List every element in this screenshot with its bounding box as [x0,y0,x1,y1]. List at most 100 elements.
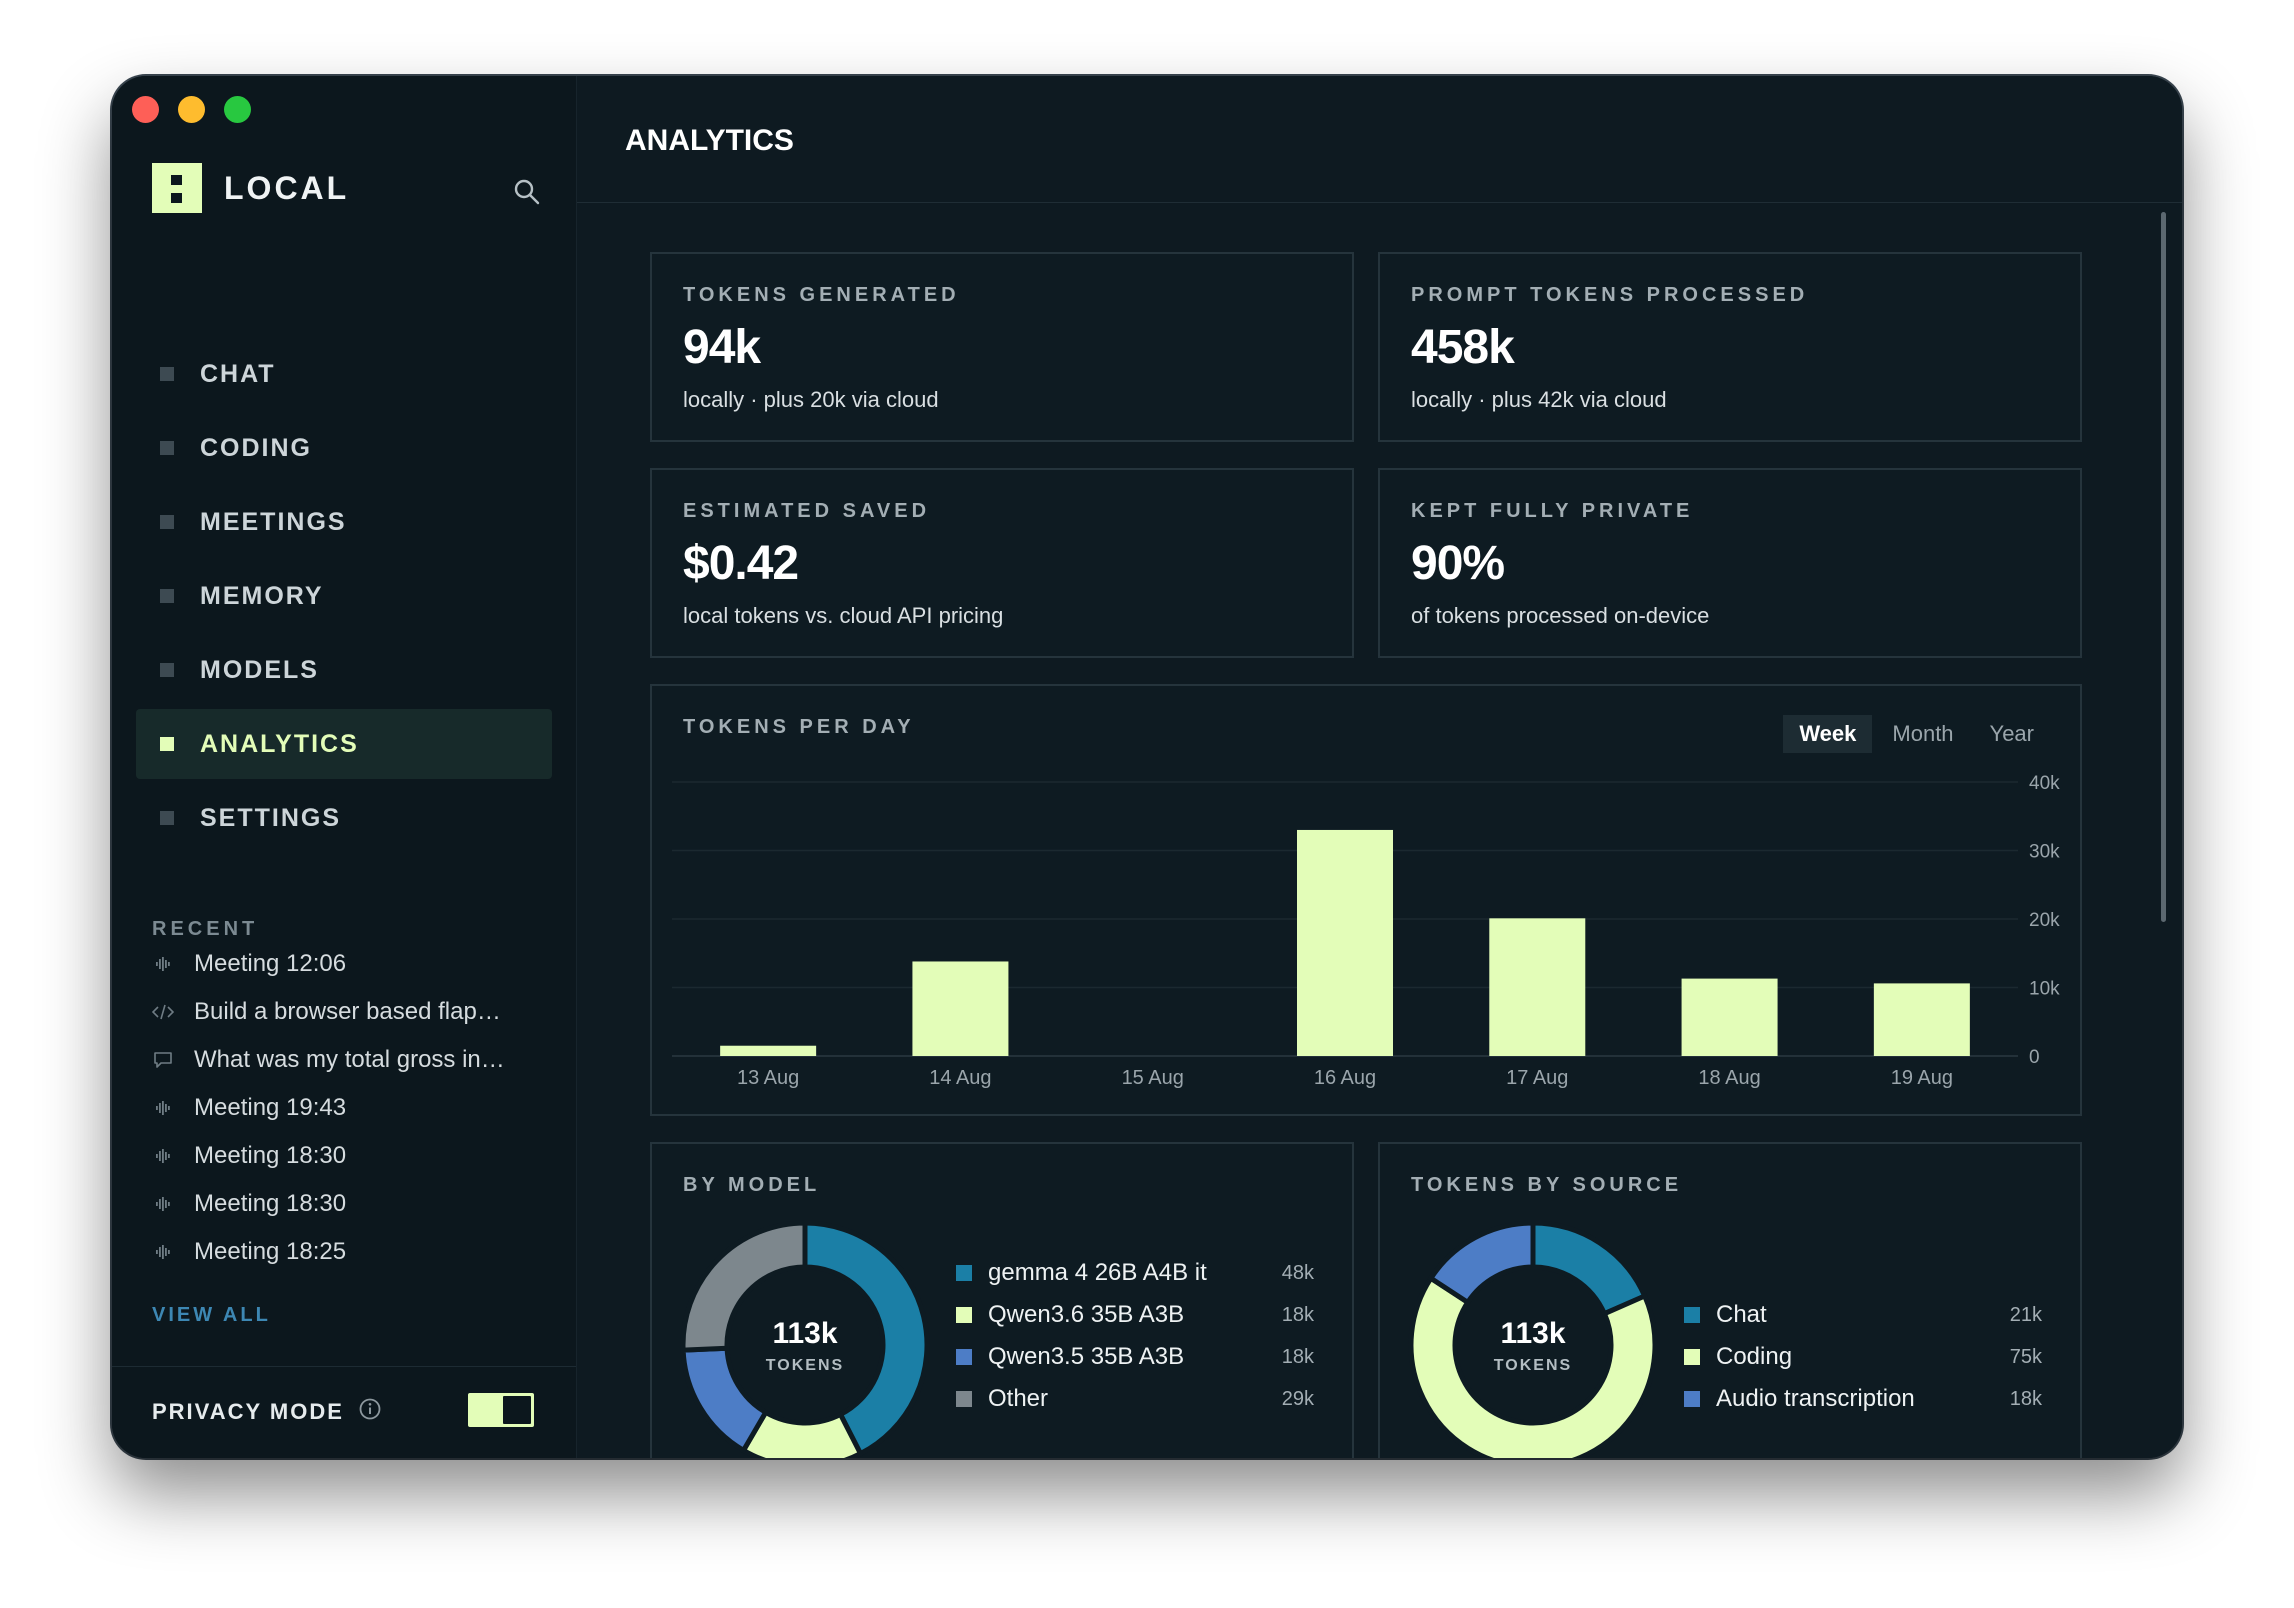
page-title: ANALYTICS [625,124,794,157]
donut-total-value: 113k [772,1317,838,1350]
tokens-per-day-chart: 40k 30k 20k 10k 0 13 Aug 14 Aug 15 Aug 16 Aug 17 … [672,773,2060,1089]
recent-item-label: Meeting 19:43 [194,1094,347,1121]
recent-item-label: Meeting 12:06 [194,950,347,977]
legend-swatch [956,1391,972,1407]
legend-name: Qwen3.5 35B A3B [988,1343,1185,1370]
nav-item-label: MEETINGS [200,507,347,536]
recent-item-label: Meeting 18:30 [194,1142,347,1169]
nav-item-meetings[interactable]: MEETINGS [136,487,552,557]
bar-18-aug[interactable] [1681,978,1778,1056]
legend-item: gemma 4 26B A4B it 48k [956,1252,1314,1294]
range-tab-month[interactable]: Month [1892,721,1954,746]
brand-name: LOCAL [224,169,350,206]
nav-item-models[interactable]: MODELS [136,635,552,705]
nav-square-icon [160,367,174,381]
legend-value: 29k [1281,1387,1314,1410]
stat-subtitle: locally · plus 20k via cloud [683,387,939,412]
bar-14-aug[interactable] [912,961,1009,1056]
recent-item[interactable]: Meeting 18:30 [152,1132,552,1180]
card-label: ESTIMATED SAVED [683,500,931,522]
page-header: ANALYTICS [577,76,2182,203]
donut-slice[interactable] [680,1220,808,1353]
recent-item[interactable]: What was my total gross in… [152,1036,552,1084]
nav-square-icon [160,589,174,603]
main-content: ANALYTICS TOKENS GENERATED 94k locally ·… [577,76,2182,1458]
info-icon[interactable] [358,1397,382,1421]
range-tabs: Week Month Year [1779,715,2050,753]
nav-item-label: SETTINGS [200,803,342,832]
donut-slice[interactable] [1427,1220,1536,1306]
bar-19-aug[interactable] [1873,983,1970,1056]
legend-item: Other 29k [956,1378,1314,1420]
nav-item-label: ANALYTICS [200,729,359,758]
range-tab-week[interactable]: Week [1783,715,1873,753]
waveform-icon [152,1193,174,1215]
nav-item-analytics[interactable]: ANALYTICS [136,709,552,779]
y-tick-label: 40k [2029,773,2060,794]
legend-name: Other [988,1385,1049,1412]
legend-name: Qwen3.6 35B A3B [988,1301,1185,1328]
legend-item: Coding 75k [1684,1336,2042,1378]
card-label: BY MODEL [683,1174,821,1196]
donut-total-label: TOKENS [1493,1357,1573,1374]
privacy-mode-toggle[interactable] [468,1393,534,1427]
nav-item-memory[interactable]: MEMORY [136,561,552,631]
bar-13-aug[interactable] [720,1045,817,1056]
x-tick-label: 19 Aug [1891,1067,1953,1089]
recent-item[interactable]: Meeting 19:43 [152,1084,552,1132]
y-tick-label: 0 [2029,1047,2040,1068]
y-tick-label: 30k [2029,842,2060,863]
nav-square-icon [160,737,174,751]
legend-name: Audio transcription [1716,1385,1915,1412]
nav-item-settings[interactable]: SETTINGS [136,783,552,853]
scrollbar[interactable] [2161,212,2166,922]
recent-item-label: Meeting 18:30 [194,1190,347,1217]
bar-16-aug[interactable] [1297,829,1393,1056]
by-source-donut-chart [1408,1220,1658,1458]
recent-item[interactable]: Build a browser based flap… [152,988,552,1036]
recent-item[interactable]: Meeting 18:25 [152,1228,552,1276]
window-controls [132,96,251,123]
donut-slice[interactable] [1408,1274,1658,1458]
maximize-window-button[interactable] [224,96,251,123]
search-button[interactable] [512,177,542,207]
nav-item-coding[interactable]: CODING [136,413,552,483]
donut-slice[interactable] [1530,1220,1649,1317]
stat-value: 90% [1411,537,1505,590]
x-tick-label: 15 Aug [1122,1067,1184,1089]
x-tick-label: 17 Aug [1506,1067,1568,1089]
donut-slice[interactable] [802,1220,930,1457]
minimize-window-button[interactable] [178,96,205,123]
main-nav: CHAT CODING MEETINGS MEMORY MODELS ANALYTICS S… [136,339,552,857]
stat-subtitle: local tokens vs. cloud API pricing [683,603,1004,628]
brand: LOCAL [152,163,349,213]
by-model-card: BY MODEL 113k TOKENS gemma 4 26B A4B it 4… [650,1142,1354,1458]
privacy-mode-bar: PRIVACY MODE [112,1366,576,1458]
nav-square-icon [160,441,174,455]
range-tab-year[interactable]: Year [1989,721,2034,746]
nav-item-chat[interactable]: CHAT [136,339,552,409]
tokens-generated-card: TOKENS GENERATED 94k locally · plus 20k … [650,252,1354,442]
recent-item[interactable]: Meeting 18:30 [152,1180,552,1228]
recent-item-label: Meeting 18:25 [194,1238,347,1265]
legend-value: 18k [2009,1387,2042,1410]
bar-17-aug[interactable] [1489,918,1586,1056]
nav-item-label: MODELS [200,655,319,684]
stat-value: 94k [683,321,761,374]
x-tick-label: 13 Aug [737,1067,799,1089]
nav-item-label: CHAT [200,359,276,388]
legend-value: 21k [2009,1303,2042,1326]
sidebar: LOCAL CHAT CODING MEETINGS MEMORY MODELS ANAL… [112,76,577,1458]
app-window: LOCAL CHAT CODING MEETINGS MEMORY MODELS ANAL… [112,76,2182,1458]
close-window-button[interactable] [132,96,159,123]
legend-value: 18k [1281,1345,1314,1368]
view-all-link[interactable]: VIEW ALL [152,1304,271,1326]
nav-square-icon [160,663,174,677]
legend-name: Coding [1716,1343,1793,1370]
kept-private-card: KEPT FULLY PRIVATE 90% of tokens process… [1378,468,2082,658]
legend-value: 18k [1281,1303,1314,1326]
legend-swatch [956,1265,972,1281]
by-source-legend: Chat 21k Coding 75k Audio transcription 18k [1684,1294,2042,1420]
legend-value: 75k [2009,1345,2042,1368]
recent-item[interactable]: Meeting 12:06 [152,940,552,988]
